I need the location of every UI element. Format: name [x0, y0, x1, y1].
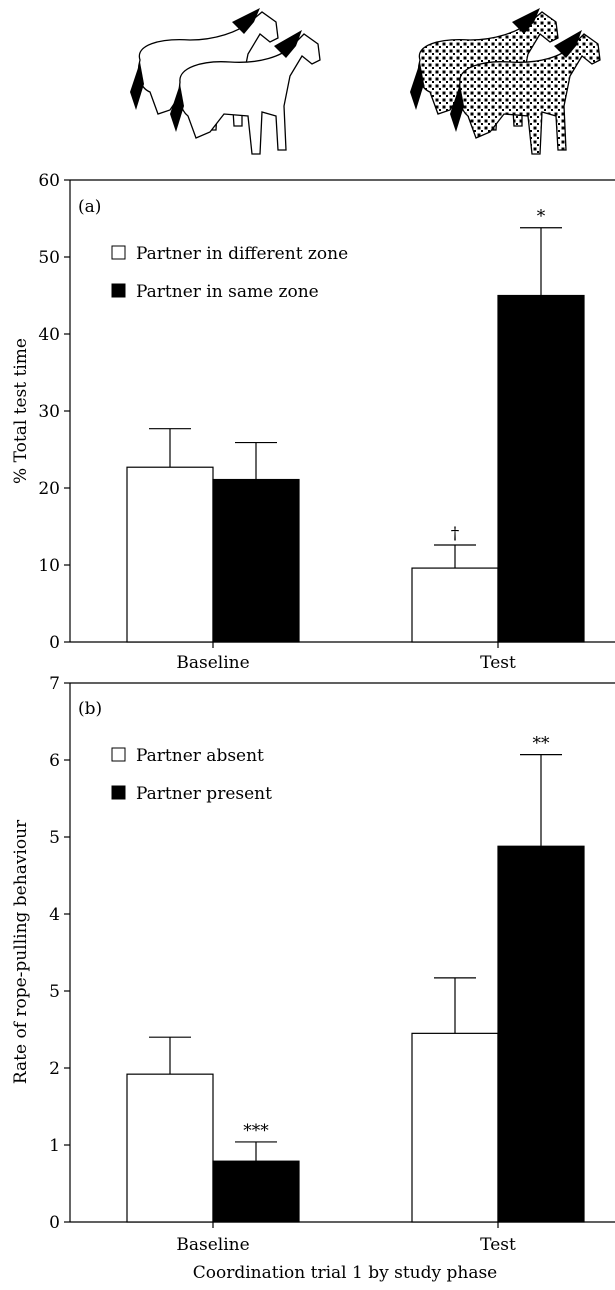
x-tick-label: Test	[480, 1235, 516, 1255]
y-axis-label: Rate of rope-pulling behaviour	[11, 819, 31, 1084]
spotted-hyena-pair-icon	[410, 8, 601, 155]
bar	[212, 478, 300, 643]
legend-swatch	[111, 283, 126, 298]
legend-swatch	[111, 747, 126, 762]
bar	[411, 567, 499, 643]
x-tick-label: Test	[480, 653, 516, 673]
legend-label: Partner in same zone	[136, 282, 319, 302]
bar	[497, 845, 585, 1223]
panel-label: (a)	[78, 197, 101, 217]
y-tick-label: 10	[38, 556, 60, 576]
significance-marker: †	[451, 524, 460, 544]
bar	[126, 466, 214, 643]
plain-hyena-pair-icon	[130, 8, 321, 155]
y-tick-label: 0	[49, 633, 60, 653]
legend-label: Partner absent	[136, 746, 264, 766]
legend-swatch	[111, 245, 126, 260]
panel-b: (b) Rate of rope-pulling behaviour Partn…	[11, 674, 615, 1283]
bar	[411, 1032, 499, 1223]
x-axis-title: Coordination trial 1 by study phase	[193, 1263, 498, 1283]
y-tick-label: 5	[49, 828, 60, 848]
significance-marker: ***	[243, 1121, 269, 1141]
bar	[212, 1160, 300, 1223]
panel-a: (a) % Total test time Partner in differe…	[11, 171, 615, 673]
y-tick-label: 6	[49, 751, 60, 771]
x-tick-label: Baseline	[176, 1235, 249, 1255]
y-tick-label: 1	[49, 1136, 60, 1156]
y-tick-label: 30	[38, 402, 60, 422]
bar	[126, 1073, 214, 1223]
y-tick-label: 40	[38, 325, 60, 345]
significance-marker: **	[533, 734, 551, 754]
y-axis-label: % Total test time	[11, 338, 31, 484]
panel-label: (b)	[78, 699, 102, 719]
y-tick-label: 60	[38, 171, 60, 191]
legend-label: Partner present	[136, 784, 272, 804]
bar	[497, 294, 585, 643]
legend-label: Partner in different zone	[136, 244, 348, 264]
y-tick-label: 2	[49, 1059, 60, 1079]
y-tick-label: 0	[49, 1213, 60, 1233]
y-tick-label: 50	[38, 248, 60, 268]
y-tick-label: 5	[49, 982, 60, 1002]
y-tick-label: 20	[38, 479, 60, 499]
y-tick-label: 7	[49, 674, 60, 694]
legend-swatch	[111, 785, 126, 800]
significance-marker: *	[537, 207, 546, 227]
y-tick-label: 4	[49, 905, 60, 925]
x-tick-label: Baseline	[176, 653, 249, 673]
